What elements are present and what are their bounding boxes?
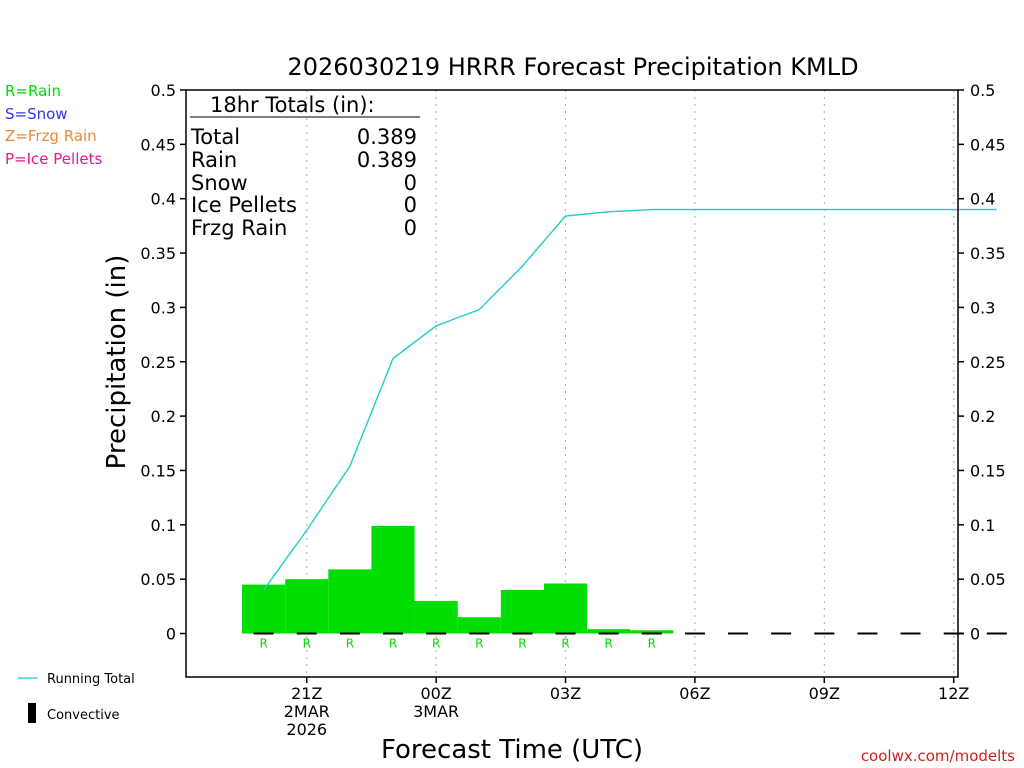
- precip-bar-8: [587, 629, 631, 634]
- plot-frame: [185, 89, 959, 678]
- ytick-right-label-8: 0.4: [970, 190, 995, 209]
- ytick-left-label-2: 0.1: [151, 516, 176, 535]
- precip-bar-2: [328, 569, 372, 634]
- xtick-label-4-0: 09Z: [809, 684, 840, 703]
- precip-bar-4: [414, 600, 458, 634]
- precip-bar-7: [543, 583, 588, 634]
- ytick-right-label-6: 0.3: [970, 298, 995, 317]
- ytick-right-label-7: 0.35: [970, 244, 1006, 263]
- type-marker-8: R: [604, 637, 612, 651]
- ytick-left-label-5: 0.25: [140, 353, 176, 372]
- type-marker-3: R: [389, 637, 397, 651]
- ytick-right-label-0: 0: [970, 625, 980, 644]
- ytick-right-label-5: 0.25: [970, 353, 1006, 372]
- totals-value-ice-pellets: 0: [404, 193, 417, 217]
- type-marker-7: R: [561, 637, 569, 651]
- totals-value-frzg-rain: 0: [404, 216, 417, 240]
- chart-title: 2026030219 HRRR Forecast Precipitation K…: [287, 53, 858, 81]
- xtick-label-1-1: 3MAR: [413, 702, 459, 721]
- totals-label-rain: Rain: [191, 148, 237, 172]
- xtick-label-0-0: 21Z: [291, 684, 322, 703]
- totals-value-snow: 0: [404, 171, 417, 195]
- totals-label-frzg-rain: Frzg Rain: [191, 216, 287, 240]
- totals-label-snow: Snow: [191, 171, 248, 195]
- xtick-label-2-0: 03Z: [550, 684, 581, 703]
- xtick-label-0-2: 2026: [286, 720, 327, 739]
- precip-bar-3: [371, 525, 415, 634]
- running-total-series: [263, 208, 997, 591]
- totals-value-rain: 0.389: [357, 148, 417, 172]
- ytick-left-label-1: 0.05: [140, 570, 176, 589]
- source-credit: coolwx.com/modelts: [861, 747, 1015, 765]
- precip-bar-0: [242, 584, 286, 634]
- ytick-left-label-6: 0.3: [151, 298, 176, 317]
- xtick-label-0-1: 2MAR: [284, 702, 330, 721]
- ytick-right-label-4: 0.2: [970, 407, 995, 426]
- totals-value-total: 0.389: [357, 125, 417, 149]
- precip-bar-6: [500, 590, 544, 634]
- ytick-right-label-3: 0.15: [970, 461, 1006, 480]
- legend-convective-label: Convective: [47, 708, 120, 723]
- y-axis-label: Precipitation (in): [102, 255, 132, 470]
- legend-convective-swatch: [28, 703, 36, 723]
- xtick-label-1-0: 00Z: [420, 684, 451, 703]
- ytick-left-label-10: 0.5: [151, 81, 176, 100]
- type-marker-1: R: [303, 637, 311, 651]
- ytick-left-label-8: 0.4: [151, 190, 176, 209]
- type-marker-0: R: [259, 637, 267, 651]
- totals-label-total: Total: [190, 125, 240, 149]
- totals-label-ice-pellets: Ice Pellets: [191, 193, 297, 217]
- legend-snow: S=Snow: [5, 105, 68, 123]
- ytick-left-label-3: 0.15: [140, 461, 176, 480]
- ytick-right-label-10: 0.5: [970, 81, 995, 100]
- legend-rain: R=Rain: [5, 82, 61, 100]
- xtick-label-3-0: 06Z: [679, 684, 710, 703]
- type-marker-6: R: [518, 637, 526, 651]
- legend-ice-pellets: P=Ice Pellets: [5, 150, 102, 168]
- precip-bar-9: [630, 630, 674, 634]
- ytick-left-label-7: 0.35: [140, 244, 176, 263]
- totals-header: 18hr Totals (in):: [210, 93, 375, 117]
- ytick-left-label-4: 0.2: [151, 407, 176, 426]
- ytick-right-label-1: 0.05: [970, 570, 1006, 589]
- precip-bar-5: [457, 617, 501, 634]
- totals-box: 18hr Totals (in): Total 0.389 Rain 0.389…: [190, 93, 420, 240]
- running-total-line: [263, 208, 997, 591]
- legend-frzg-rain: Z=Frzg Rain: [5, 127, 97, 145]
- xtick-label-5-0: 12Z: [938, 684, 969, 703]
- x-axis-label: Forecast Time (UTC): [381, 735, 643, 765]
- legend-running-total-label: Running Total: [47, 672, 135, 687]
- ytick-right-label-9: 0.45: [970, 135, 1006, 154]
- hourly-bars: [242, 525, 674, 634]
- type-marker-5: R: [475, 637, 483, 651]
- type-marker-4: R: [432, 637, 440, 651]
- type-marker-2: R: [346, 637, 354, 651]
- ytick-left-label-9: 0.45: [140, 135, 176, 154]
- type-marker-9: R: [648, 637, 656, 651]
- ytick-left-label-0: 0: [166, 625, 176, 644]
- ytick-right-label-2: 0.1: [970, 516, 995, 535]
- precip-bar-1: [285, 579, 329, 634]
- y-axis-ticks: 0 00.05 0.050.1 0.10.15 0.150.2 0.20.25 0.250.…: [140, 81, 1005, 644]
